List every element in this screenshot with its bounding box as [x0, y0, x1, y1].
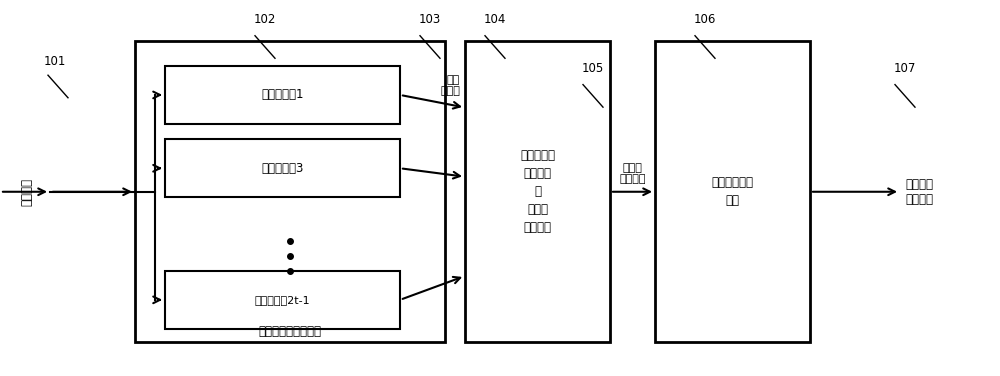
Bar — [135, 41, 445, 342]
Bar — [465, 41, 610, 342]
Text: 102: 102 — [254, 13, 276, 26]
Text: 伴随式
并行输出: 伴随式 并行输出 — [619, 163, 646, 184]
Text: 107: 107 — [894, 62, 916, 75]
Text: 106: 106 — [694, 13, 716, 26]
Text: 输出错误
位置方程: 输出错误 位置方程 — [905, 178, 933, 206]
Text: 奇数
伴随式: 奇数 伴随式 — [440, 75, 460, 96]
Text: 103: 103 — [419, 13, 441, 26]
Text: 偶数伴随式
逐次计算
及
伴随式
排序电路: 偶数伴随式 逐次计算 及 伴随式 排序电路 — [520, 149, 555, 234]
Text: 输入数据: 输入数据 — [20, 178, 33, 206]
Bar — [165, 66, 400, 124]
Bar — [655, 41, 810, 342]
Text: 计算伴随式3: 计算伴随式3 — [261, 162, 304, 175]
Text: 计算伴随式2t-1: 计算伴随式2t-1 — [255, 295, 310, 305]
Bar — [165, 139, 400, 197]
Text: 101: 101 — [44, 55, 66, 68]
Text: 105: 105 — [582, 62, 604, 75]
Bar — [165, 271, 400, 329]
Text: 计算伴随式1: 计算伴随式1 — [261, 88, 304, 102]
Text: 并行迭代译码
电路: 并行迭代译码 电路 — [712, 176, 754, 207]
Text: 奇数伴随式计算电路: 奇数伴随式计算电路 — [259, 325, 322, 338]
Text: 104: 104 — [484, 13, 506, 26]
